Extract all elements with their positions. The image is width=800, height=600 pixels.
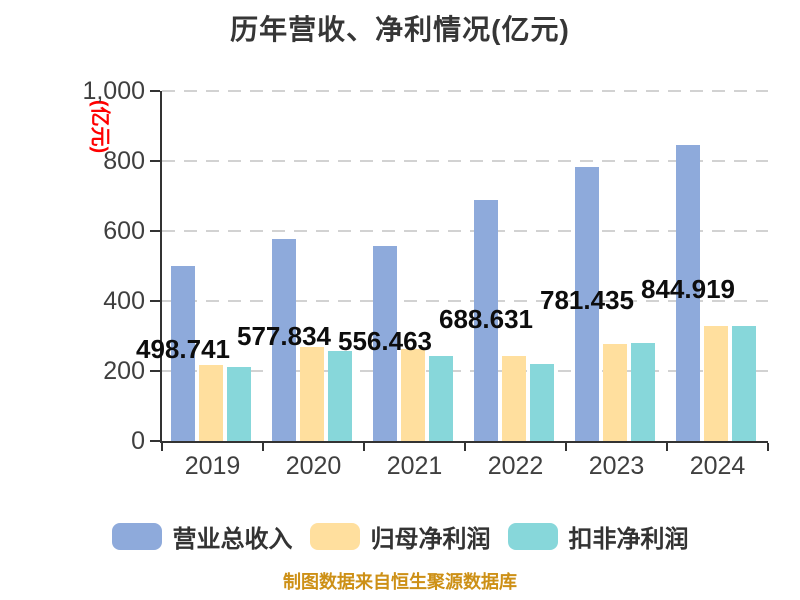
legend-item-营业总收入: 营业总收入	[111, 519, 293, 554]
y-axis-tick	[150, 440, 160, 442]
y-axis-label-400: 400	[103, 287, 145, 315]
gridline	[162, 370, 768, 372]
legend: 营业总收入 归母净利润 扣非净利润	[0, 519, 800, 554]
legend-item-归母净利润: 归母净利润	[309, 519, 491, 554]
bar-扣非净利润-2019	[227, 366, 251, 441]
y-axis-tick	[150, 90, 160, 92]
bar-归母净利润-2020	[300, 347, 324, 441]
x-axis-label-2020: 2020	[285, 452, 342, 480]
y-axis-label-0: 0	[131, 427, 145, 455]
legend-label: 扣非净利润	[568, 526, 689, 553]
x-axis-tick	[767, 443, 769, 451]
x-axis-tick	[666, 443, 668, 451]
gridline	[162, 230, 768, 232]
bar-营业总收入-2021	[373, 246, 397, 441]
x-axis-tick	[262, 443, 264, 451]
source-caption: 制图数据来自恒生聚源数据库	[283, 572, 517, 592]
y-axis-tick	[150, 300, 160, 302]
chart-title: 历年营收、净利情况(亿元)	[230, 14, 570, 45]
legend-label: 营业总收入	[172, 526, 293, 553]
legend-label: 归母净利润	[370, 526, 491, 553]
bar-扣非净利润-2020	[328, 350, 352, 441]
x-axis-tick	[363, 443, 365, 451]
y-axis-tick	[150, 370, 160, 372]
x-axis-tick	[565, 443, 567, 451]
gridline	[162, 90, 768, 92]
gridline	[162, 300, 768, 302]
bar-扣非净利润-2022	[530, 363, 554, 441]
bar-归母净利润-2024	[704, 325, 728, 441]
bar-营业总收入-2023	[575, 167, 599, 441]
bar-归母净利润-2022	[502, 355, 526, 441]
x-axis-label-2023: 2023	[588, 452, 645, 480]
data-label-2019: 498.741	[136, 334, 230, 364]
bar-营业总收入-2024	[676, 145, 700, 441]
x-axis-label-2024: 2024	[689, 452, 746, 480]
x-axis-tick	[464, 443, 466, 451]
data-label-2023: 781.435	[540, 285, 634, 315]
legend-swatch-icon	[111, 523, 162, 550]
bar-归母净利润-2023	[603, 344, 627, 441]
bar-营业总收入-2020	[272, 238, 296, 441]
y-axis-tick	[150, 230, 160, 232]
y-axis-label-600: 600	[103, 217, 145, 245]
legend-swatch-icon	[309, 523, 360, 550]
bar-营业总收入-2019	[171, 266, 195, 441]
x-axis-label-2022: 2022	[487, 452, 544, 480]
gridline	[162, 160, 768, 162]
legend-swatch-icon	[507, 523, 558, 550]
bar-归母净利润-2021	[401, 348, 425, 441]
bar-扣非净利润-2023	[631, 343, 655, 441]
data-label-2020: 577.834	[237, 321, 331, 351]
y-axis-label-1,000: 1,000	[82, 77, 145, 105]
x-axis-label-2021: 2021	[386, 452, 443, 480]
y-axis-label-800: 800	[103, 147, 145, 175]
bar-归母净利润-2019	[199, 365, 223, 441]
plot-area: 498.741 2019 577.834 2020 556.463 2021 688.631…	[136, 90, 769, 479]
x-axis-label-2019: 2019	[184, 452, 241, 480]
x-axis-tick	[161, 443, 163, 451]
legend-item-扣非净利润: 扣非净利润	[507, 519, 689, 554]
y-axis-label-200: 200	[103, 357, 145, 385]
y-axis-tick	[150, 160, 160, 162]
bar-扣非净利润-2024	[732, 325, 756, 441]
bar-营业总收入-2022	[474, 199, 498, 441]
bar-扣非净利润-2021	[429, 355, 453, 441]
data-label-2021: 556.463	[338, 326, 432, 356]
data-label-2024: 844.919	[641, 274, 735, 304]
data-label-2022: 688.631	[439, 304, 533, 334]
